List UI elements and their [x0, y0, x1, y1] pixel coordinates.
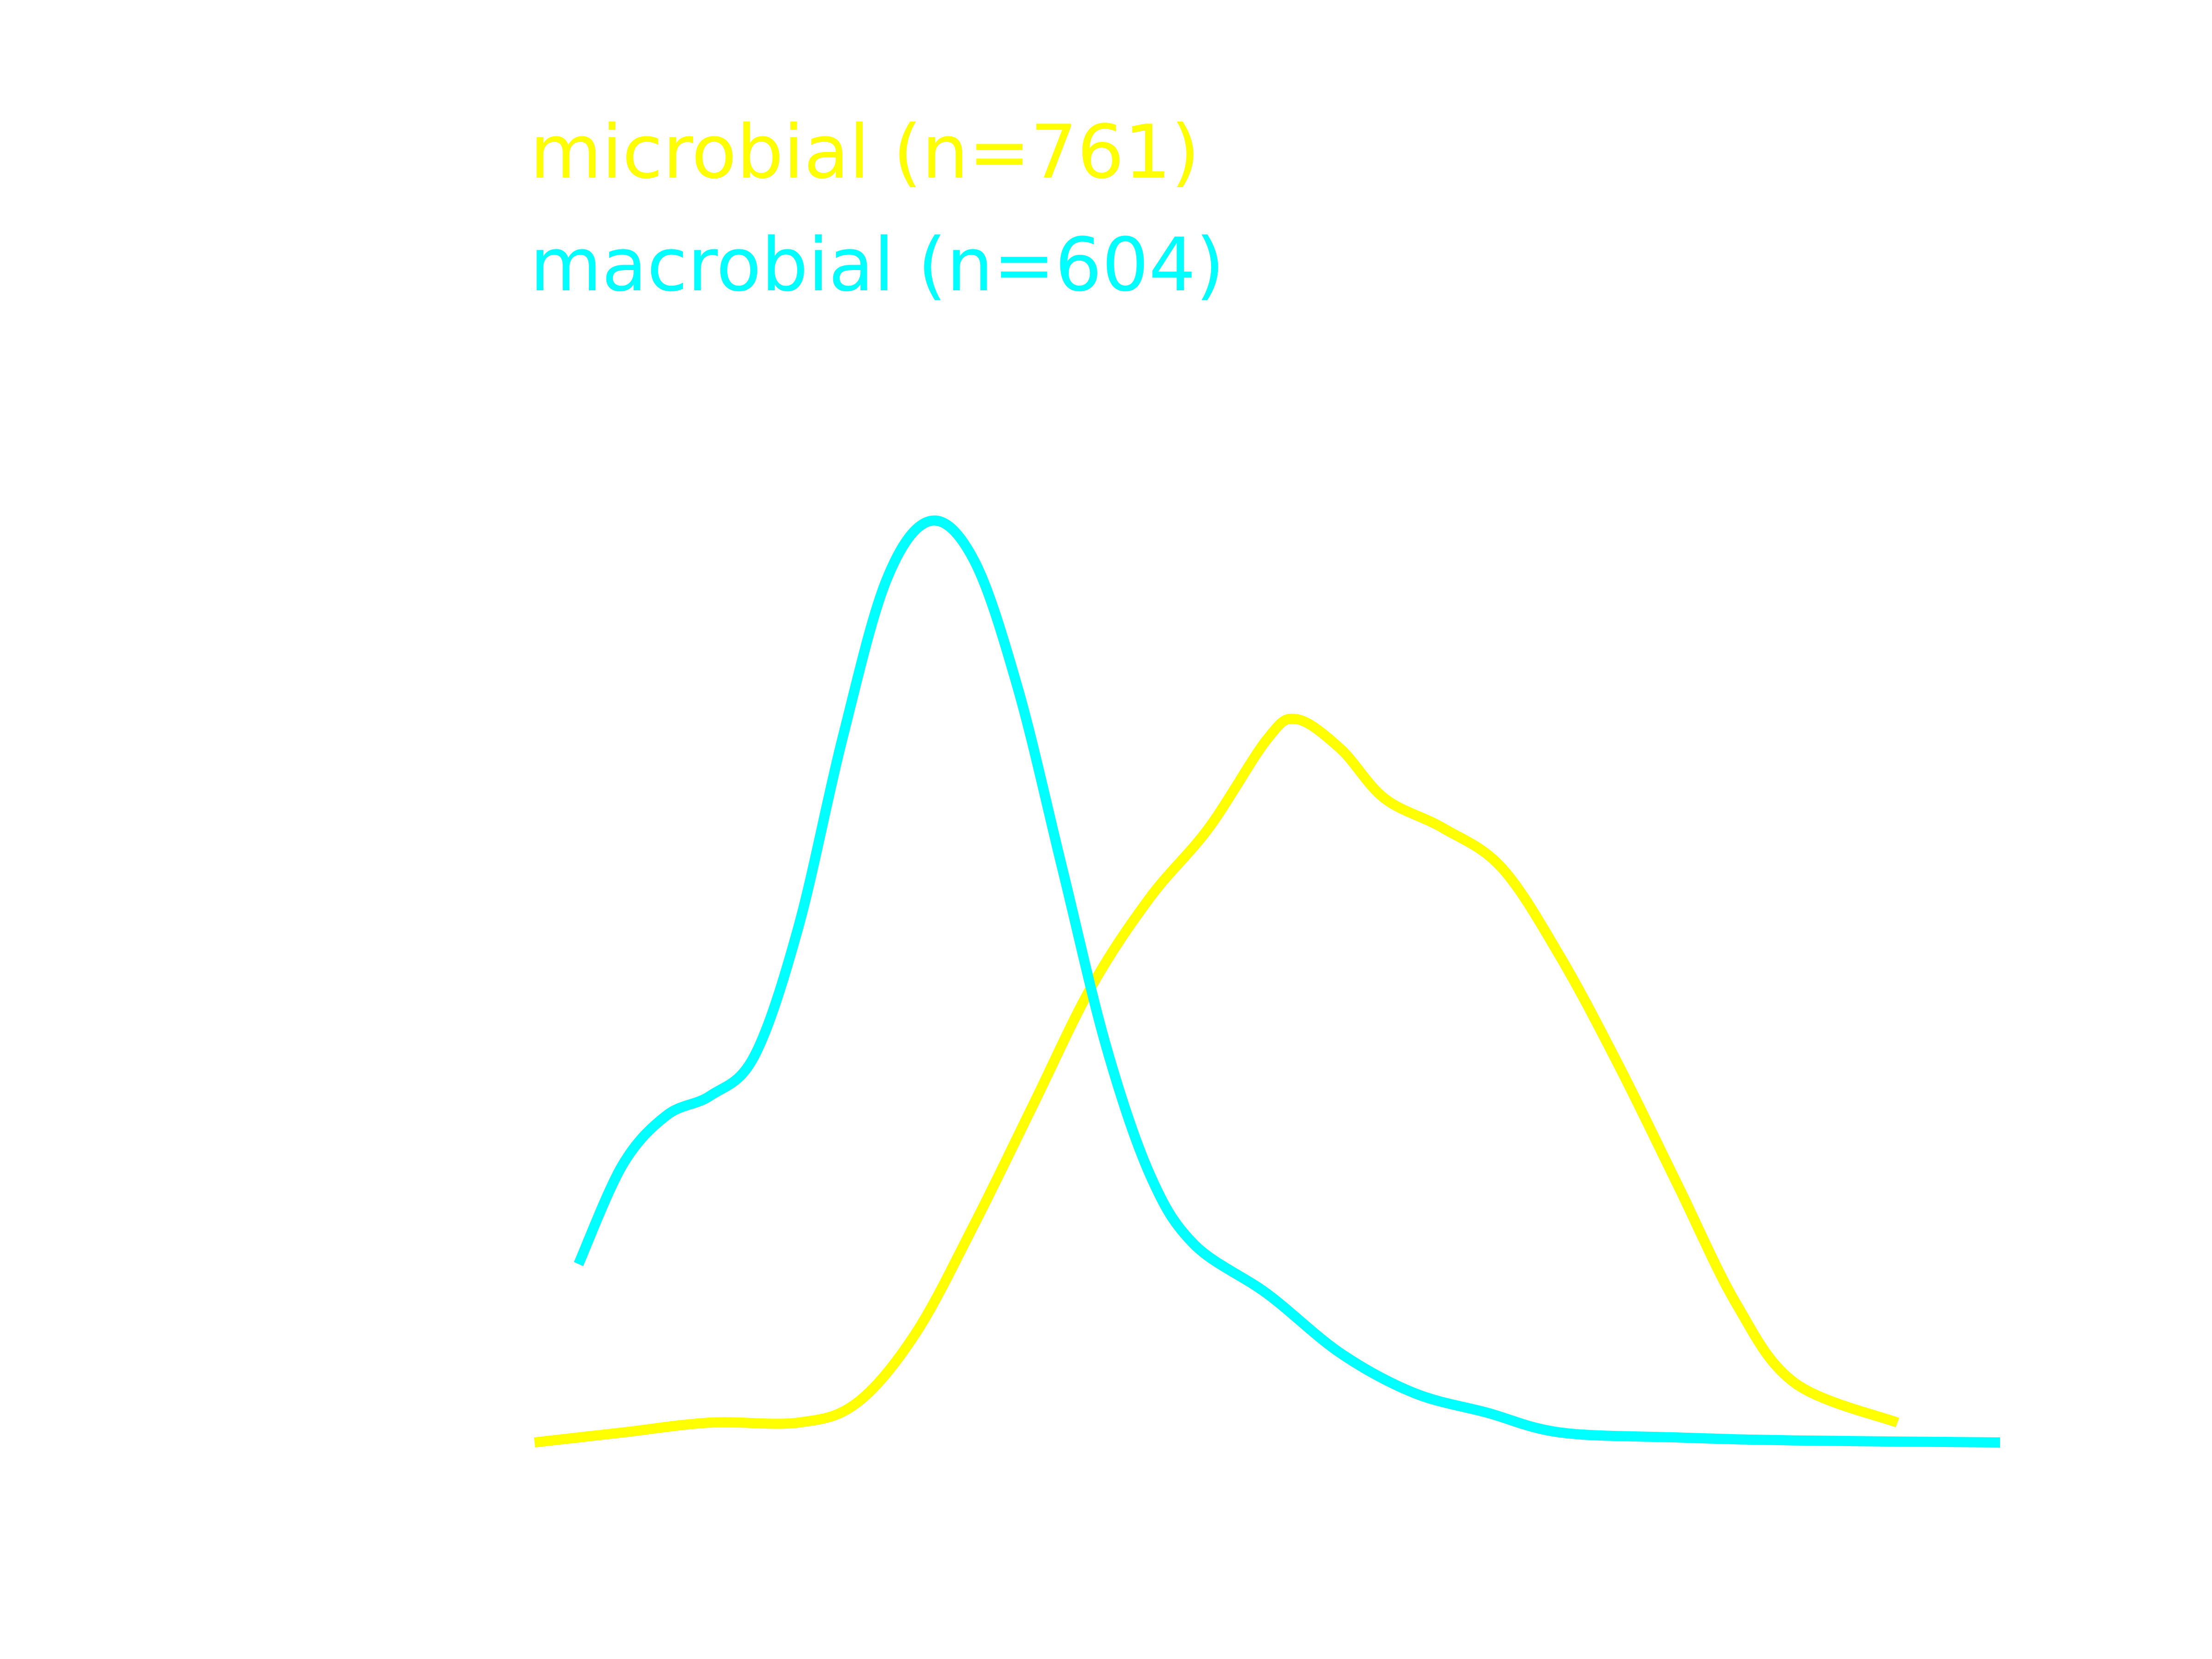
plot-area: [534, 515, 2000, 1447]
series-line-macrobial: [574, 515, 2000, 1447]
legend: microbial (n=761) macrobial (n=604): [530, 109, 1224, 308]
legend-entry-macrobial: macrobial (n=604): [530, 222, 1224, 308]
legend-entry-microbial: microbial (n=761): [530, 109, 1200, 195]
series-line-microbial: [534, 713, 1900, 1447]
